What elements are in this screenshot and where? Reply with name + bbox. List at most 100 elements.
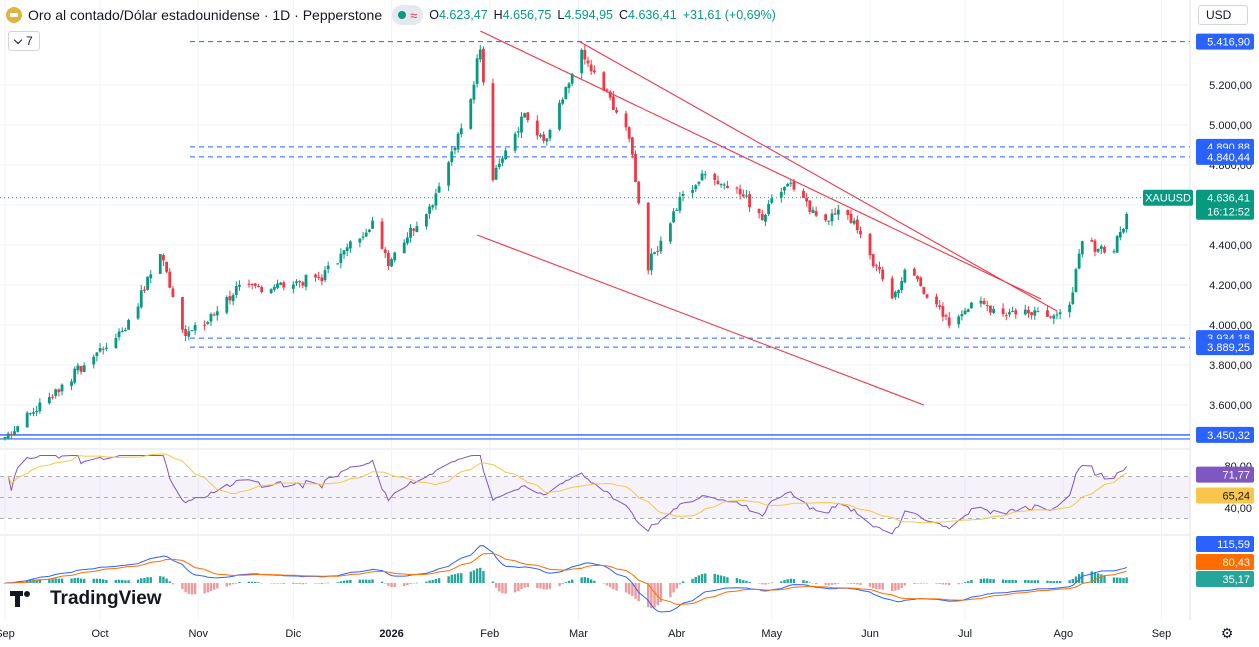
chart-header: Oro al contado/Dólar estadounidense · 1D… [6,4,776,26]
macd-histogram-bar [269,583,273,584]
macd-histogram-bar [295,583,298,584]
macd-histogram-bar [117,579,121,583]
macd-histogram-bar [326,582,330,584]
candle-body [925,294,929,298]
macd-histogram-bar [526,583,530,588]
candle-body [459,128,463,135]
macd-histogram-bar [1125,577,1128,583]
macd-histogram-bar [1055,581,1059,583]
currency-selector[interactable]: USD [1198,5,1248,25]
candle-body [187,331,191,337]
candle-body [738,188,742,195]
x-tick-label: Sep [1152,628,1172,640]
macd-histogram-bar [187,583,190,594]
candle-body [890,278,894,299]
tradingview-logo[interactable]: TradingView [10,588,162,610]
macd-histogram-bar [273,583,276,584]
macd-histogram-bar [384,583,387,584]
candle-body [317,276,321,279]
candle-body [1001,308,1005,315]
candle-body [1074,269,1078,293]
candle-body [827,220,831,222]
macd-histogram-bar [691,578,694,583]
candle-body [1077,253,1081,269]
candle-body [1112,251,1116,253]
symbol-title[interactable]: Oro al contado/Dólar estadounidense · 1D… [28,7,383,23]
candle-body [482,48,485,83]
candle-body [247,283,251,285]
candle-body [713,173,717,180]
candle-body [295,281,298,284]
macd-histogram-bar [719,575,723,583]
candle-body [149,274,153,279]
candle-body [79,365,83,372]
candle-body [190,330,194,332]
candle-body [691,189,694,193]
macd-histogram-bar [523,583,526,588]
macd-histogram-bar [92,578,95,583]
macd-histogram-bar [339,581,343,583]
candle-body [912,268,916,276]
candle-body [716,180,720,185]
macd-histogram-bar [982,578,986,583]
macd-histogram-bar [913,583,916,585]
macd-histogram-bar [447,576,450,583]
candle-body [741,194,745,197]
candle-body [735,187,739,189]
y-tick-label: 3.600,00 [1209,400,1252,412]
macd-histogram-bar [95,578,99,583]
candle-body [944,315,948,317]
candle-body [13,431,16,436]
candle-body [1118,231,1122,238]
macd-histogram-bar [336,582,339,583]
candle-body [425,214,428,227]
candle-body [1023,309,1027,315]
candle-body [789,182,793,184]
y-tick-label: 3.800,00 [1209,360,1252,372]
candle-body [523,113,527,118]
macd-histogram-bar [193,583,197,595]
macd-histogram-bar [539,583,542,589]
candle-body [792,181,796,190]
candle-body [162,255,165,261]
macd-histogram-bar [73,578,76,583]
candle-body [143,289,146,291]
macd-histogram-bar [675,583,678,589]
candle-body [897,290,900,294]
candle-body [1052,315,1056,319]
macd-histogram-bar [697,575,701,583]
candle-body [963,310,967,315]
macd-histogram-bar [181,583,184,589]
rsi-tick-label: 40,00 [1224,503,1252,515]
macd-histogram-bar [1011,579,1014,583]
candle-body [136,306,140,319]
macd-histogram-bar [203,583,206,594]
candle-body [748,194,752,208]
macd-histogram-bar [846,583,850,584]
macd-histogram-bar [1005,579,1008,583]
indicators-toggle-button[interactable]: 7 [8,31,40,51]
gear-icon[interactable]: ⚙ [1220,625,1234,641]
macd-histogram-bar [450,574,453,583]
macd-histogram-bar [1001,579,1005,583]
macd-histogram-bar [482,571,485,583]
macd-histogram-bar [1090,571,1094,583]
rsi-ma-line [7,453,1127,524]
macd-histogram-bar [580,577,583,583]
market-status-pill[interactable]: ≈ [392,5,424,25]
macd-histogram-bar [1036,580,1040,583]
candle-body [1096,249,1100,252]
candle-body [678,196,682,211]
candle-body [276,283,279,289]
macd-histogram-bar [767,583,770,584]
macd-histogram-bar [513,583,517,593]
macd-histogram-bar [498,583,501,592]
candle-body [320,277,324,282]
candle-body [1046,310,1049,317]
macd-histogram-bar [770,582,773,584]
candle-body [139,290,143,308]
macd-histogram-bar [76,577,80,583]
macd-histogram-bar [941,583,945,585]
candle-body [624,113,628,128]
